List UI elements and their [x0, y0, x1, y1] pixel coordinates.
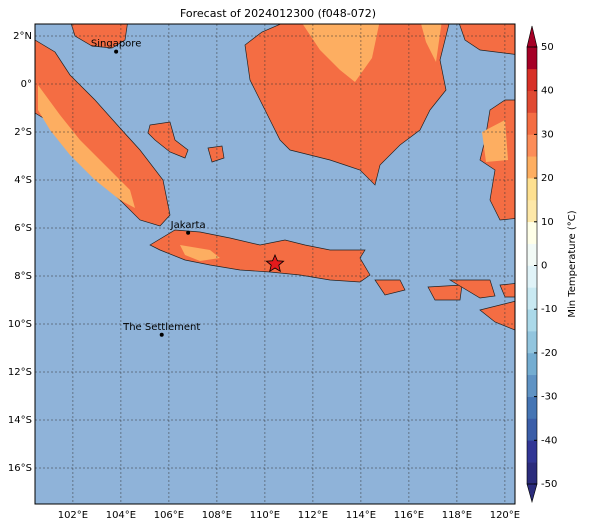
warm-area: [421, 24, 442, 62]
x-tick-label: 118°E: [442, 510, 472, 521]
place-dot: [159, 332, 164, 337]
x-tick-label: 102°E: [58, 510, 88, 521]
bali: [374, 279, 406, 296]
colorbar-band: [527, 134, 537, 157]
y-tick-label: 6°S: [14, 223, 32, 234]
colorbar-tick-label: 0: [541, 261, 547, 272]
java: [149, 229, 371, 283]
x-tick-label: 104°E: [106, 510, 136, 521]
sumba: [479, 300, 515, 331]
colorbar-band: [527, 112, 537, 135]
colorbar-tick-label: -30: [541, 392, 557, 403]
sumbawa: [448, 279, 496, 299]
colorbar-band: [527, 178, 537, 201]
colorbar-band: [527, 396, 537, 419]
map-frame: [34, 23, 516, 505]
y-tick-label: 8°S: [14, 271, 32, 282]
colorbar-extend: [526, 483, 538, 504]
location-star: [265, 253, 285, 273]
x-tick-label: 114°E: [346, 510, 376, 521]
y-tick-label: 14°S: [8, 415, 32, 426]
colorbar-tick-label: 40: [541, 86, 554, 97]
y-tick-label: 10°S: [8, 319, 32, 330]
colorbar-tick-label: -50: [541, 479, 557, 490]
grid: [35, 24, 515, 504]
colorbar-tick-label: 50: [541, 42, 554, 53]
colorbar-band: [527, 462, 537, 485]
land: [35, 24, 515, 331]
colorbar-label: Min Temperature (°C): [567, 210, 578, 317]
colorbar-band: [527, 199, 537, 223]
colorbar-extend: [526, 25, 538, 48]
colorbar-band: [527, 265, 537, 288]
colorbar-tick-label: 10: [541, 217, 554, 228]
x-tick-label: 120°E: [490, 510, 520, 521]
colorbar-band: [527, 309, 537, 332]
x-tick-label: 116°E: [394, 510, 424, 521]
north-islands: [459, 24, 515, 55]
colorbar-band: [527, 221, 537, 244]
place-dot: [114, 49, 119, 54]
colorbar-tick-label: 30: [541, 129, 554, 140]
bangka: [147, 121, 189, 159]
colorbar-tick-label: -20: [541, 348, 557, 359]
place-label: Singapore: [91, 39, 141, 50]
warm-area: [482, 120, 508, 162]
colorbar-tick-label: -40: [541, 435, 557, 446]
map-title: Forecast of 2024012300 (f048-072): [180, 7, 376, 20]
y-tick-label: 4°S: [14, 175, 32, 186]
x-tick-label: 112°E: [298, 510, 328, 521]
overlay: Singapore Jakarta The Settlement: [91, 39, 285, 337]
colorbar-band: [527, 68, 537, 91]
y-tick-label: 2°S: [14, 127, 32, 138]
lombok: [427, 284, 463, 301]
y-tick-label: 2°N: [13, 31, 32, 42]
y-tick-label: 0°: [21, 79, 32, 90]
warm-area: [180, 245, 220, 261]
warm-area: [38, 85, 135, 208]
colorbar-band: [527, 287, 537, 310]
colorbar-band: [527, 352, 537, 376]
place-label: The Settlement: [122, 322, 200, 333]
colorbar-band: [527, 90, 537, 113]
place-dot: [186, 230, 191, 235]
y-tick-label: 12°S: [8, 367, 32, 378]
belitung: [207, 145, 225, 163]
x-tick-label: 108°E: [202, 510, 232, 521]
colorbar-band: [527, 440, 537, 463]
x-tick-label: 110°E: [250, 510, 280, 521]
y-tick-label: 16°S: [8, 463, 32, 474]
colorbar-band: [527, 331, 537, 354]
x-tick-label: 106°E: [154, 510, 184, 521]
colorbar-band: [527, 156, 537, 179]
place-label: Jakarta: [170, 220, 206, 231]
borneo: [244, 24, 450, 186]
colorbar-band: [527, 243, 537, 266]
flores: [499, 283, 515, 298]
colorbar-band: [527, 374, 537, 397]
colorbar-tick-label: 20: [541, 173, 554, 184]
colorbar-band: [527, 47, 537, 70]
warm-area: [302, 24, 380, 82]
colorbar-tick-label: -10: [541, 304, 557, 315]
colorbar-band: [527, 418, 537, 441]
